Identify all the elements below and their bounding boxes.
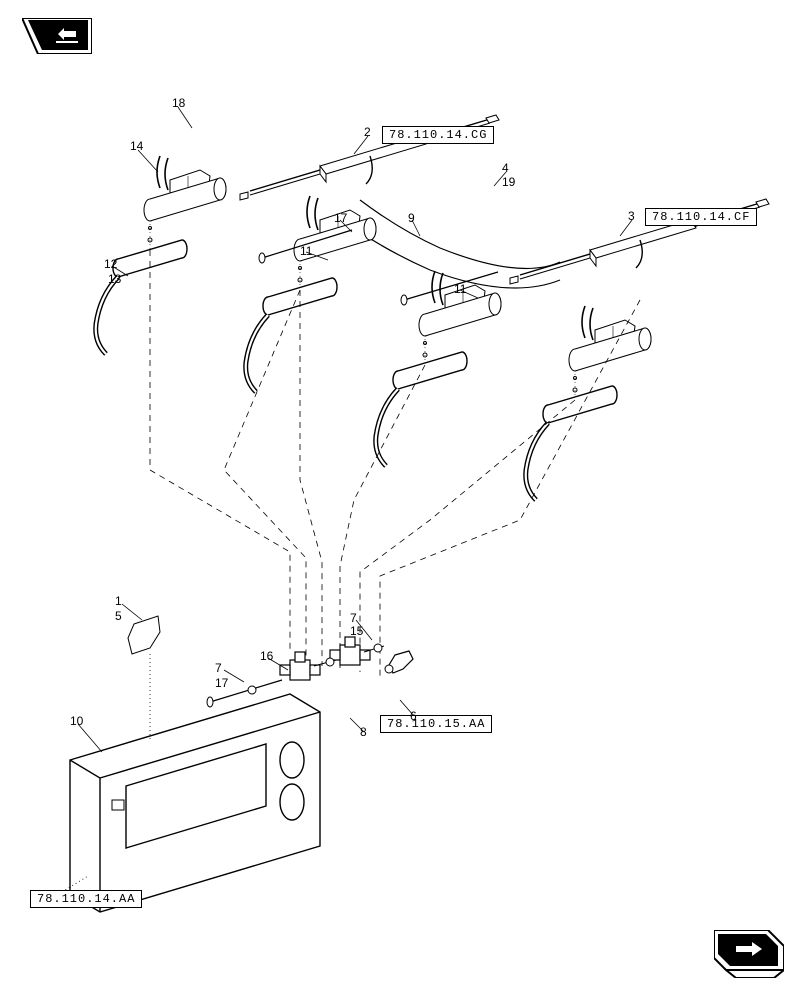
ref-box-bl: 78.110.14.AA bbox=[30, 890, 142, 908]
callout-c3: 3 bbox=[628, 210, 635, 222]
lower-frame bbox=[62, 616, 320, 912]
callout-c8: 8 bbox=[360, 726, 367, 738]
callout-c9: 9 bbox=[408, 212, 415, 224]
callout-c13: 13 bbox=[108, 273, 121, 285]
callout-c2: 2 bbox=[364, 126, 371, 138]
callout-c14: 14 bbox=[130, 140, 143, 152]
callout-c7b: 7 bbox=[215, 662, 222, 674]
callout-c10: 10 bbox=[70, 715, 83, 727]
ref-box-cg: 78.110.14.CG bbox=[382, 126, 494, 144]
callout-c16: 16 bbox=[260, 650, 273, 662]
drop-hose-2 bbox=[246, 278, 337, 392]
hose-9 bbox=[360, 200, 560, 268]
ref-box-cf: 78.110.14.CF bbox=[645, 208, 757, 226]
callout-c17b: 17 bbox=[215, 677, 228, 689]
callout-c17a: 17 bbox=[334, 212, 347, 224]
manifold bbox=[207, 637, 413, 707]
routing-lines bbox=[150, 250, 640, 676]
callout-c11a: 11 bbox=[300, 245, 312, 257]
callout-c1: 1 bbox=[115, 595, 122, 607]
callout-c11b: 11 bbox=[454, 283, 466, 295]
callout-c12: 12 bbox=[104, 258, 117, 270]
callout-c7a: 7 bbox=[350, 612, 357, 624]
callout-c19: 19 bbox=[502, 176, 515, 188]
callout-c15: 15 bbox=[350, 625, 363, 637]
callout-c5: 5 bbox=[115, 610, 122, 622]
drop-hose-3 bbox=[376, 352, 467, 466]
diagram-canvas bbox=[0, 0, 812, 1000]
callout-c6: 6 bbox=[410, 710, 417, 722]
callout-c18: 18 bbox=[172, 97, 185, 109]
callout-c4: 4 bbox=[502, 162, 509, 174]
ref-box-aa: 78.110.15.AA bbox=[380, 715, 492, 733]
